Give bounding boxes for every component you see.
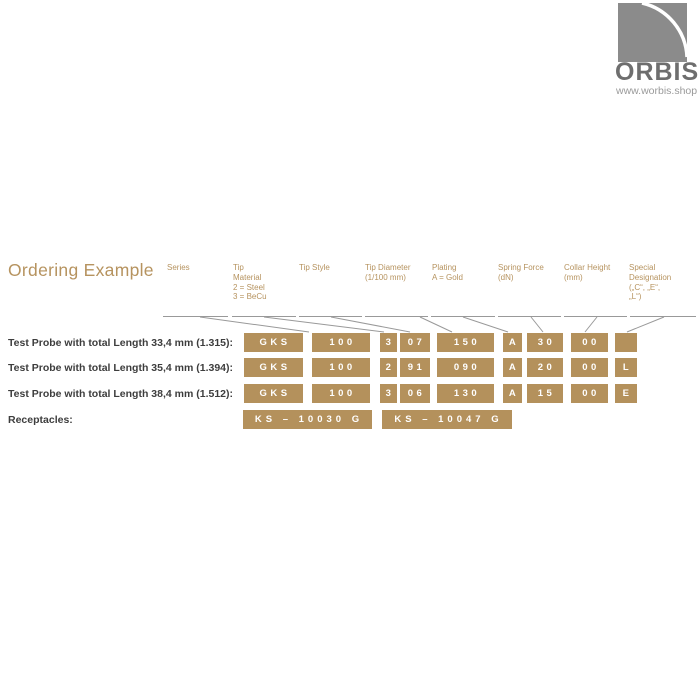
column-header-series: Series (167, 263, 190, 272)
code-cell-series: GKS (244, 358, 303, 377)
code-cell-spring-force: 30 (527, 333, 563, 352)
code-cell-tip-material: 3 (380, 333, 397, 352)
code-cell-plating: A (503, 384, 522, 403)
logo-brand-text: ORBIS (615, 58, 700, 86)
logo-arc-icon (641, 3, 687, 58)
code-cell-tip-material: 2 (380, 358, 397, 377)
code-cell-spring-force: 20 (527, 358, 563, 377)
code-cell-tip-style: 100 (312, 358, 370, 377)
row-label-probe-35-4: Test Probe with total Length 35,4 mm (1.… (8, 361, 234, 374)
row-label-probe-38-4: Test Probe with total Length 38,4 mm (1.… (8, 387, 234, 400)
column-header-special-designation: Special Designation („C“, „E“, „L“) (629, 263, 672, 302)
code-cell-collar-height: 00 (571, 358, 608, 377)
code-cell-tip-style: 100 (312, 333, 370, 352)
code-cell-special (615, 333, 637, 352)
column-header-tip-diameter: Tip Diameter (1/100 mm) (365, 263, 411, 282)
row-label-receptacles: Receptacles: (8, 413, 73, 426)
column-header-spring-force: Spring Force (dN) (498, 263, 544, 282)
code-cell-series: GKS (244, 333, 303, 352)
code-cell-collar-height: 00 (571, 384, 608, 403)
code-cell-tip-style-2: 06 (400, 384, 430, 403)
row-label-probe-33-4: Test Probe with total Length 33,4 mm (1.… (8, 336, 234, 349)
code-cell-tip-diameter: 130 (437, 384, 494, 403)
code-cell-plating: A (503, 333, 522, 352)
receptacle-code: KS – 10047 G (382, 410, 512, 429)
code-cell-tip-diameter: 090 (437, 358, 494, 377)
code-cell-special: E (615, 384, 637, 403)
code-cell-tip-diameter: 150 (437, 333, 494, 352)
receptacle-code: KS – 10030 G (243, 410, 372, 429)
code-cell-collar-height: 00 (571, 333, 608, 352)
column-header-tip-material: Tip Material 2 = Steel 3 = BeCu (233, 263, 267, 302)
code-cell-tip-style: 100 (312, 384, 370, 403)
code-cell-special: L (615, 358, 637, 377)
logo-url-text: www.worbis.shop (616, 85, 698, 97)
code-cell-tip-material: 3 (380, 384, 397, 403)
column-header-collar-height: Collar Height (mm) (564, 263, 611, 282)
column-header-plating: Plating A = Gold (432, 263, 463, 282)
code-cell-tip-style-2: 91 (400, 358, 430, 377)
code-cell-spring-force: 15 (527, 384, 563, 403)
column-header-tip-style: Tip Style (299, 263, 330, 272)
code-cell-tip-style-2: 07 (400, 333, 430, 352)
orbis-logo-square (618, 3, 687, 62)
page-title: Ordering Example (8, 260, 154, 280)
code-cell-series: GKS (244, 384, 303, 403)
code-cell-plating: A (503, 358, 522, 377)
